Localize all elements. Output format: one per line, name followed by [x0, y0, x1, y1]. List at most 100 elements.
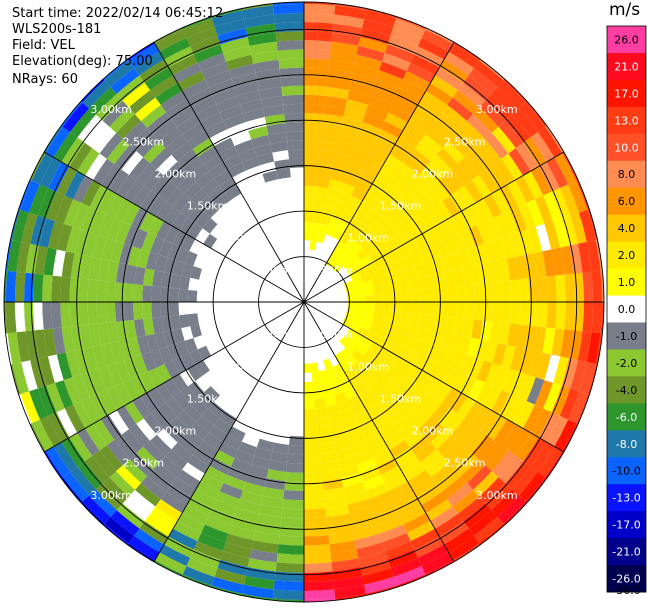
velocity-gate	[56, 223, 73, 252]
velocity-gate	[324, 266, 334, 277]
velocity-gate	[42, 302, 53, 330]
velocity-gate	[53, 442, 78, 472]
velocity-gate	[420, 230, 436, 248]
velocity-gate	[304, 58, 330, 69]
velocity-gate	[479, 59, 505, 81]
colorbar-tick-label: -2.0	[616, 357, 637, 370]
velocity-gate	[564, 273, 575, 302]
velocity-gate	[227, 426, 246, 442]
velocity-gate	[245, 473, 267, 487]
velocity-gate	[212, 87, 238, 105]
velocity-gate	[211, 238, 225, 253]
velocity-gate	[479, 410, 500, 435]
velocity-gate	[96, 280, 107, 302]
velocity-gate	[310, 303, 321, 308]
velocity-gate	[460, 354, 476, 376]
velocity-gate	[285, 380, 296, 391]
velocity-gate	[244, 349, 257, 362]
velocity-gate	[389, 341, 402, 356]
velocity-gate	[319, 451, 338, 463]
velocity-gate	[85, 423, 107, 451]
velocity-gate	[262, 352, 274, 364]
velocity-gate	[329, 298, 339, 302]
velocity-gate	[582, 271, 594, 302]
velocity-gate	[264, 228, 276, 241]
velocity-gate	[230, 458, 252, 474]
velocity-gate	[370, 354, 384, 368]
velocity-gate	[365, 585, 397, 596]
velocity-gate	[288, 149, 304, 160]
velocity-gate	[177, 71, 205, 92]
velocity-gate	[298, 285, 303, 296]
velocity-gate	[294, 381, 304, 392]
velocity-gate	[289, 279, 296, 289]
velocity-gate	[321, 329, 330, 340]
velocity-gate	[394, 195, 411, 212]
velocity-gate	[277, 415, 292, 427]
velocity-gate	[570, 212, 587, 244]
range-ring-label: 2.50km	[444, 135, 486, 148]
velocity-gate	[309, 353, 317, 364]
velocity-gate	[164, 360, 180, 379]
velocity-gate	[34, 329, 48, 359]
velocity-gate	[293, 277, 299, 288]
velocity-gate	[533, 251, 547, 278]
velocity-gate	[106, 321, 120, 344]
velocity-gate	[491, 450, 516, 478]
velocity-gate	[356, 302, 366, 309]
velocity-gate	[497, 495, 526, 524]
velocity-gate	[207, 320, 220, 333]
velocity-gate	[518, 102, 546, 133]
velocity-gate	[306, 326, 312, 337]
velocity-gate	[560, 245, 574, 275]
velocity-gate	[431, 257, 445, 275]
velocity-gate	[453, 543, 481, 562]
velocity-gate	[441, 476, 468, 500]
velocity-gate	[376, 70, 404, 88]
velocity-gate	[297, 240, 304, 250]
velocity-gate	[92, 450, 117, 478]
velocity-gate	[314, 312, 323, 321]
velocity-gate	[5, 270, 17, 302]
velocity-gate	[65, 350, 81, 378]
velocity-gate	[223, 542, 252, 559]
velocity-gate	[128, 535, 160, 561]
velocity-gate	[478, 439, 502, 466]
velocity-gate	[236, 321, 248, 331]
velocity-gate	[352, 525, 380, 541]
velocity-gate	[334, 341, 346, 353]
velocity-gate	[316, 177, 331, 189]
velocity-gate	[215, 96, 240, 113]
velocity-gate	[362, 280, 374, 290]
velocity-gate	[159, 126, 183, 148]
velocity-gate	[441, 104, 468, 128]
velocity-gate	[277, 544, 304, 555]
velocity-gate	[485, 93, 513, 121]
velocity-gate	[334, 391, 348, 405]
velocity-gate	[316, 322, 325, 332]
velocity-gate	[147, 216, 164, 237]
velocity-gate	[349, 271, 361, 281]
velocity-gate	[310, 278, 317, 288]
velocity-gate	[318, 369, 329, 381]
velocity-gate	[173, 193, 191, 213]
velocity-gate	[309, 268, 315, 278]
velocity-gate	[471, 319, 484, 340]
velocity-gate	[305, 285, 310, 296]
velocity-gate	[587, 363, 598, 395]
velocity-gate	[397, 268, 409, 282]
velocity-gate	[274, 433, 290, 445]
velocity-gate	[330, 170, 346, 183]
velocity-gate	[227, 122, 249, 138]
velocity-gate	[31, 419, 54, 452]
velocity-gate	[444, 216, 461, 237]
velocity-gate	[270, 395, 284, 407]
velocity-gate	[325, 225, 337, 238]
velocity-gate	[437, 175, 457, 197]
velocity-gate	[509, 346, 525, 372]
velocity-gate	[464, 284, 475, 302]
velocity-gate	[376, 230, 391, 245]
velocity-gate	[334, 352, 346, 364]
velocity-gate	[208, 78, 235, 97]
velocity-gate	[362, 426, 381, 442]
